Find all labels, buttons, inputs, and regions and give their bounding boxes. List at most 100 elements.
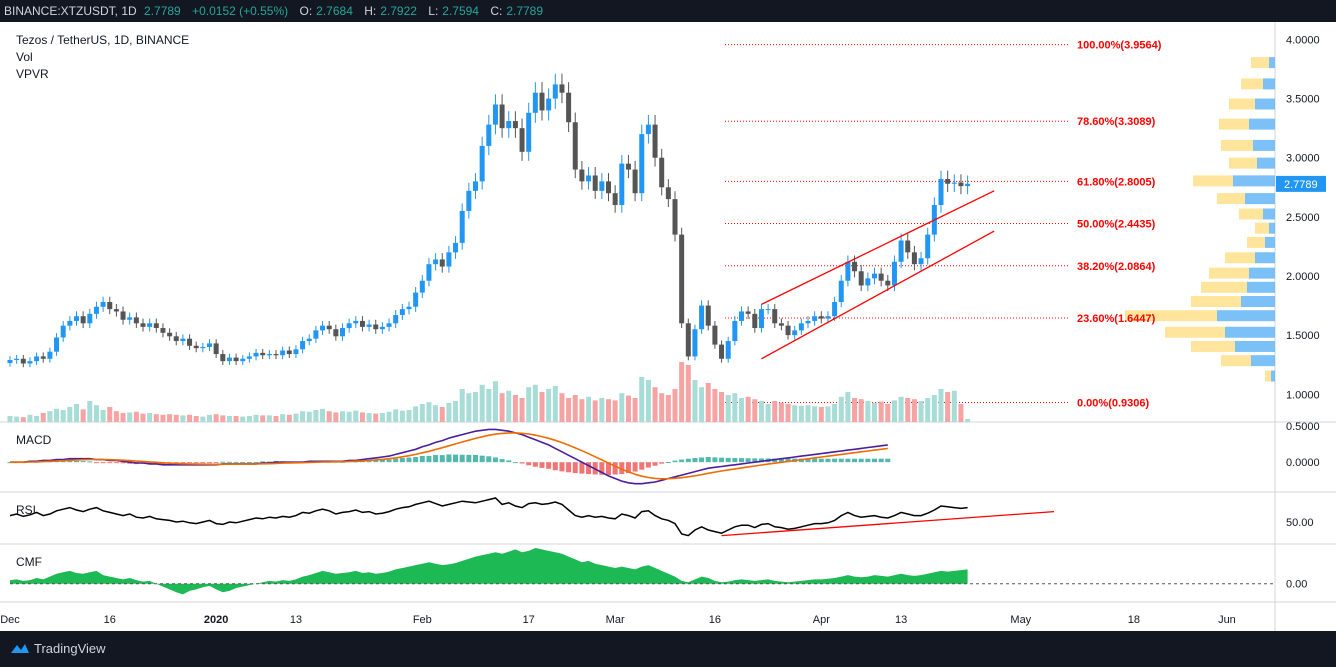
candle-body <box>925 234 931 259</box>
volume-bar <box>752 399 758 422</box>
candle-body <box>167 332 173 337</box>
tradingview-logo-icon[interactable] <box>10 641 30 655</box>
candle-body <box>353 320 359 324</box>
candle-body <box>732 320 738 342</box>
volume-bar <box>519 398 525 422</box>
candle-body <box>951 182 957 184</box>
price-axis-tick: 1.0000 <box>1286 389 1320 401</box>
macd-histogram-bar <box>579 462 585 474</box>
volume-bar <box>499 393 505 422</box>
volume-bar <box>739 398 744 422</box>
volume-bar <box>566 398 572 422</box>
macd-histogram-bar <box>220 461 226 463</box>
volume-bar <box>240 416 246 422</box>
vpvr-bar <box>1125 310 1217 322</box>
macd-histogram-bar <box>785 458 791 463</box>
volume-bar <box>74 404 79 422</box>
candle-body <box>333 329 339 337</box>
vpvr-indicator-label[interactable]: VPVR <box>16 67 49 81</box>
candle-body <box>719 344 725 359</box>
macd-histogram-bar <box>419 456 425 463</box>
candle-body <box>406 306 412 310</box>
macd-histogram-bar <box>240 461 246 463</box>
volume-bar <box>120 413 126 422</box>
macd-histogram-bar <box>645 462 651 468</box>
volume-bar <box>173 414 179 422</box>
volume-bar <box>592 400 598 422</box>
candle-body <box>47 351 53 359</box>
cmf-area <box>10 548 968 595</box>
fib-level-label: 61.80%(2.8005) <box>1077 176 1156 188</box>
candle-body <box>293 349 299 355</box>
macd-histogram-bar <box>67 460 73 463</box>
candle-body <box>785 325 791 336</box>
volume-bar <box>226 416 232 422</box>
volume-bar <box>446 402 452 422</box>
candle-body <box>579 169 585 182</box>
volume-bar <box>965 419 971 422</box>
chart-area[interactable]: 100.00%(3.9564) 78.60%(3.3089) 61.80%(2.80… <box>0 22 1336 631</box>
volume-bar <box>818 407 824 422</box>
candle-body <box>805 320 811 324</box>
candle-body <box>373 324 379 330</box>
open-value: 2.7684 <box>316 4 353 18</box>
vpvr-bar <box>1263 78 1275 90</box>
macd-histogram-bar <box>399 458 405 463</box>
candle-body <box>60 325 66 338</box>
macd-histogram-bar <box>413 457 419 463</box>
volume-bar <box>346 411 352 422</box>
volume-bar <box>293 413 299 422</box>
macd-histogram-bar <box>433 455 439 463</box>
candle-body <box>120 311 126 320</box>
candle-body <box>526 112 532 152</box>
rsi-pane-label[interactable]: RSI <box>16 503 37 517</box>
volume-bar <box>659 393 665 422</box>
low-value: 2.7594 <box>442 4 479 18</box>
volume-bar <box>645 380 651 422</box>
volume-bar <box>306 411 312 422</box>
volume-bar <box>253 414 259 422</box>
volume-bar <box>878 401 884 422</box>
candle-body <box>466 190 472 211</box>
time-axis-tick: 13 <box>290 614 302 626</box>
candle-body <box>34 356 40 362</box>
macd-histogram-bar <box>805 458 811 463</box>
macd-histogram-bar <box>526 462 532 466</box>
volume-bar <box>459 389 465 422</box>
cmf-pane-label[interactable]: CMF <box>16 555 42 569</box>
macd-pane-label[interactable]: MACD <box>16 433 52 447</box>
volume-bar <box>466 393 472 422</box>
candle-body <box>845 261 851 281</box>
macd-histogram-bar <box>652 462 658 466</box>
candle-body <box>54 337 60 352</box>
symbol-name[interactable]: BINANCE:XTZUSDT, 1D <box>4 4 137 18</box>
time-axis-tick: 18 <box>1128 614 1140 626</box>
macd-histogram-bar <box>506 460 512 463</box>
candle-body <box>433 259 439 265</box>
candle-body <box>865 278 871 286</box>
volume-bar <box>632 398 638 422</box>
candle-body <box>858 271 864 286</box>
macd-histogram-bar <box>685 458 691 463</box>
candle-body <box>672 199 678 235</box>
volume-bar <box>612 400 618 422</box>
volume-bar <box>340 411 345 422</box>
price-axis-tick: 1.5000 <box>1286 330 1320 342</box>
time-axis-tick: 13 <box>895 614 907 626</box>
macd-histogram-bar <box>852 458 858 463</box>
candle-body <box>878 273 884 281</box>
channel-lower-line <box>761 230 995 360</box>
macd-histogram-bar <box>373 460 379 463</box>
volume-bar <box>20 417 26 422</box>
candle-body <box>127 317 133 320</box>
volume-bar <box>918 401 924 422</box>
vpvr-bar <box>1251 57 1269 69</box>
vpvr-bar <box>1263 208 1275 220</box>
vpvr-bar <box>1219 118 1249 130</box>
volume-bar <box>180 415 186 422</box>
vpvr-bar <box>1251 355 1275 367</box>
macd-histogram-bar <box>233 461 239 463</box>
brand-name[interactable]: TradingView <box>34 641 106 656</box>
volume-indicator-label[interactable]: Vol <box>16 50 33 64</box>
volume-bar <box>326 411 332 422</box>
